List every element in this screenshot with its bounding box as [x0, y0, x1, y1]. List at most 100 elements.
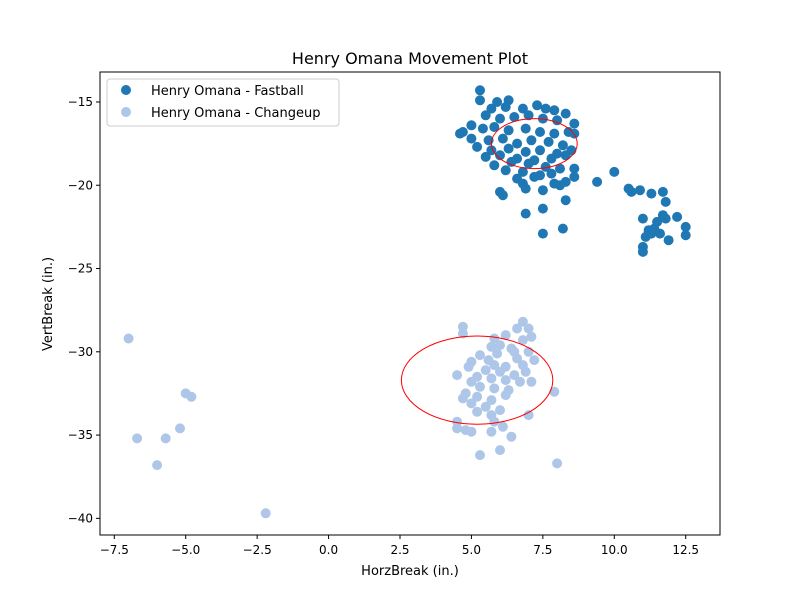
changeup-point-51	[466, 398, 477, 409]
changeup-point-64	[506, 431, 517, 442]
changeup-point-31	[529, 355, 540, 366]
y-axis-label: VertBreak (in.)	[41, 257, 56, 351]
fastball-point-47	[546, 153, 557, 164]
x-tick-label: 0.0	[319, 543, 338, 557]
changeup-point-6	[186, 391, 197, 402]
x-tick-label: 12.5	[672, 543, 699, 557]
changeup-point-42	[466, 376, 477, 387]
fastball-point-49	[489, 160, 500, 171]
fastball-point-40	[520, 146, 531, 157]
data-points-layer	[123, 85, 691, 519]
fastball-point-6	[486, 103, 497, 114]
y-tick-label: −25	[68, 262, 93, 276]
fastball-point-65	[560, 176, 571, 187]
fastball-point-21	[503, 125, 514, 136]
fastball-point-9	[549, 105, 560, 116]
changeup-point-12	[500, 330, 511, 341]
changeup-point-13	[512, 323, 523, 334]
fastball-point-75	[592, 176, 603, 187]
changeup-point-34	[509, 370, 520, 381]
fastball-ellipse	[490, 118, 578, 170]
changeup-point-47	[472, 391, 483, 402]
legend: Henry Omana - Fastball Henry Omana - Cha…	[106, 78, 340, 127]
fastball-point-91	[637, 213, 648, 224]
ellipse-layer	[400, 118, 578, 425]
x-tick-label: 7.5	[533, 543, 552, 557]
y-axis-ticks: −15 −20 −25 −30 −35 −40	[68, 95, 100, 525]
fastball-point-60	[546, 168, 557, 179]
y-tick-label: −20	[68, 178, 93, 192]
fastball-point-97	[680, 230, 691, 241]
changeup-point-0	[123, 333, 134, 344]
fastball-point-96	[680, 221, 691, 232]
fastball-point-95	[655, 228, 665, 239]
fastball-point-73	[557, 223, 568, 234]
fastball-point-83	[672, 211, 683, 222]
fastball-point-81	[657, 186, 668, 197]
fastball-point-17	[569, 118, 580, 129]
changeup-point-58	[452, 423, 463, 434]
fastball-point-61	[569, 171, 580, 182]
changeup-point-65	[495, 445, 505, 456]
fastball-point-10	[560, 108, 571, 119]
fastball-point-18	[466, 120, 477, 131]
changeup-point-27	[463, 361, 474, 372]
fastball-point-13	[509, 112, 520, 122]
changeup-point-18	[486, 341, 497, 352]
changeup-point-62	[497, 421, 508, 432]
x-axis-ticks: −7.5 −5.0 −2.5 0.0 2.5 5.0 7.5 10.0 12.5	[100, 535, 699, 557]
x-tick-label: −2.5	[243, 543, 272, 557]
changeup-point-52	[480, 401, 491, 412]
fastball-point-7	[500, 102, 511, 112]
changeup-point-14	[517, 316, 528, 327]
fastball-point-54	[500, 165, 511, 176]
legend-label-fastball: Henry Omana - Fastball	[151, 84, 304, 99]
fastball-point-94	[663, 235, 674, 246]
fastball-point-78	[626, 186, 637, 197]
fastball-point-82	[660, 196, 671, 207]
fastball-point-24	[549, 128, 560, 139]
fastball-point-48	[560, 150, 571, 161]
fastball-point-3	[532, 100, 543, 111]
fastball-point-29	[466, 133, 477, 144]
fastball-point-4	[540, 103, 551, 114]
changeup-point-23	[509, 346, 520, 357]
legend-marker-fastball	[121, 85, 131, 95]
changeup-point-60	[466, 426, 477, 437]
x-tick-label: −7.5	[100, 543, 129, 557]
fastball-point-53	[555, 163, 565, 174]
fastball-point-69	[497, 190, 508, 201]
changeup-point-17	[517, 335, 528, 346]
legend-marker-changeup	[121, 107, 131, 117]
fastball-point-90	[640, 231, 651, 242]
fastball-point-67	[537, 185, 548, 196]
changeup-point-61	[489, 416, 500, 427]
fastball-point-52	[540, 161, 551, 172]
changeup-point-32	[480, 365, 491, 376]
fastball-point-8	[517, 103, 528, 114]
changeup-point-28	[489, 360, 500, 371]
fastball-point-20	[489, 122, 500, 132]
y-tick-label: −35	[68, 428, 93, 442]
legend-label-changeup: Henry Omana - Changeup	[151, 106, 320, 121]
y-tick-label: −15	[68, 95, 93, 109]
x-tick-label: −5.0	[171, 543, 200, 557]
fastball-point-33	[526, 135, 537, 146]
changeup-point-20	[492, 348, 503, 359]
fastball-point-79	[635, 185, 645, 196]
fastball-point-11	[480, 110, 491, 121]
fastball-point-66	[520, 183, 531, 194]
fastball-point-5	[475, 95, 485, 106]
changeup-point-3	[160, 433, 171, 444]
y-tick-label: −30	[68, 345, 93, 359]
fastball-point-72	[520, 208, 531, 219]
changeup-point-35	[520, 366, 531, 377]
changeup-point-44	[489, 383, 500, 394]
fastball-point-55	[517, 166, 528, 177]
fastball-point-43	[480, 151, 491, 162]
changeup-point-4	[175, 423, 185, 434]
changeup-point-16	[526, 331, 537, 342]
fastball-point-1	[492, 97, 503, 107]
x-tick-label: 5.0	[462, 543, 481, 557]
